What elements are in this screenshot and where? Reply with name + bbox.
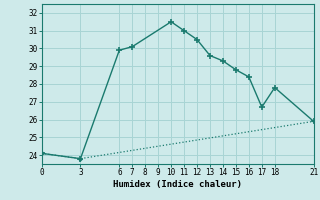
X-axis label: Humidex (Indice chaleur): Humidex (Indice chaleur) <box>113 180 242 189</box>
